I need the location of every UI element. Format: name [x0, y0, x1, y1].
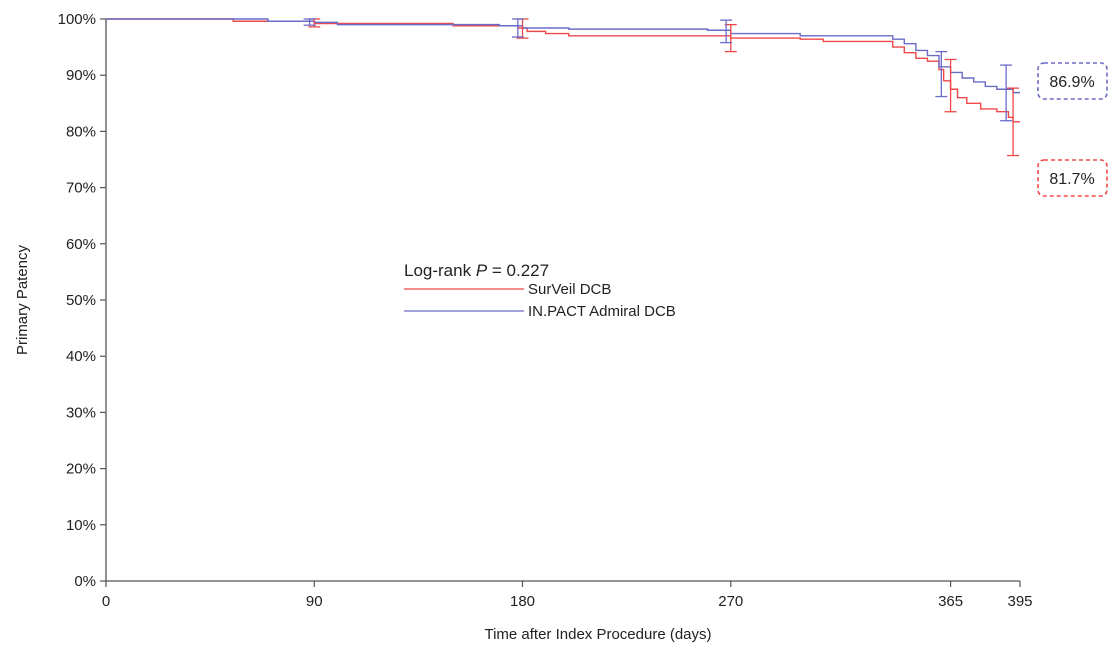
y-tick-label: 50% — [66, 292, 96, 309]
log-rank-annotation: Log-rank P = 0.227 — [404, 261, 549, 280]
x-ticks: 0 90 180 270 365 395 — [102, 581, 1033, 610]
end-label-box-inpact — [1037, 62, 1108, 100]
x-axis-title: Time after Index Procedure (days) — [484, 626, 711, 643]
log-rank-p-symbol: P — [476, 261, 488, 280]
error-bar — [511, 18, 524, 38]
x-tick-label: 270 — [718, 593, 743, 610]
series-line-0 — [106, 18, 1020, 123]
x-tick-label: 180 — [510, 593, 535, 610]
y-axis-title: Primary Patency — [14, 244, 31, 355]
error-bar — [720, 19, 733, 44]
y-tick-label: 40% — [66, 348, 96, 365]
y-tick-label: 60% — [66, 236, 96, 253]
x-tick-label: 395 — [1007, 593, 1032, 610]
y-ticks: 0% 10% 20% 30% 40% 50% 60% 70% 80% 90% 100% — [58, 11, 106, 590]
log-rank-prefix: Log-rank — [404, 261, 476, 280]
x-tick-label: 90 — [306, 593, 323, 610]
y-tick-label: 10% — [66, 517, 96, 534]
log-rank-value: = 0.227 — [487, 261, 549, 280]
error-bar — [935, 50, 948, 98]
end-labels: 86.9% 81.7% — [1037, 62, 1108, 197]
y-tick-label: 30% — [66, 404, 96, 421]
error-bar — [1007, 87, 1020, 157]
error-bar — [1000, 64, 1013, 122]
y-tick-label: 80% — [66, 123, 96, 140]
y-tick-label: 70% — [66, 180, 96, 197]
y-tick-label: 100% — [58, 11, 96, 28]
series-layer — [106, 18, 1020, 123]
axes — [105, 19, 1020, 582]
y-tick-label: 90% — [66, 67, 96, 84]
end-label-box-surveil — [1037, 159, 1108, 197]
error-bar — [944, 58, 957, 113]
end-label-surveil: 81.7% — [1049, 171, 1094, 188]
error-bar — [303, 18, 316, 26]
error-bars — [303, 18, 1020, 157]
y-tick-label: 0% — [74, 573, 96, 590]
end-label-inpact: 86.9% — [1049, 74, 1094, 91]
x-tick-label: 365 — [938, 593, 963, 610]
y-tick-label: 20% — [66, 461, 96, 478]
legend-label-surveil: SurVeil DCB — [528, 281, 611, 298]
series-line-1 — [106, 18, 1020, 94]
legend-label-inpact: IN.PACT Admiral DCB — [528, 303, 676, 320]
legend: Log-rank P = 0.227 SurVeil DCB IN.PACT A… — [404, 261, 676, 320]
x-tick-label: 0 — [102, 593, 110, 610]
